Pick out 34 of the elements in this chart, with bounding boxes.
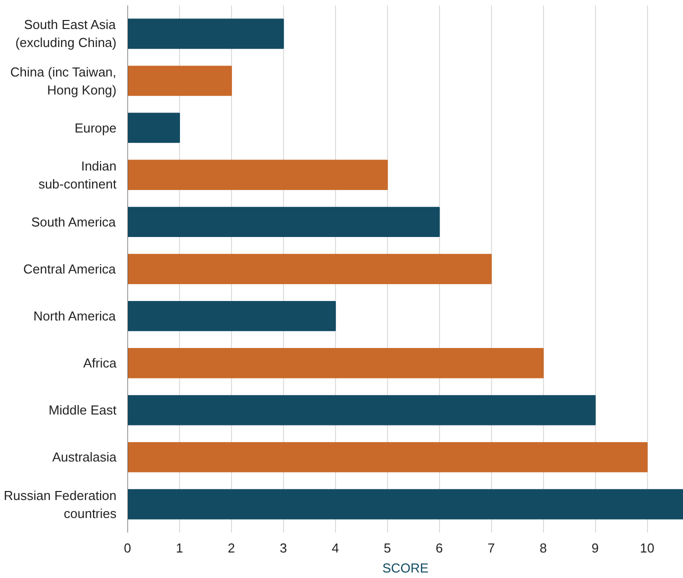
- bar: [128, 160, 388, 190]
- y-tick-label: Central America: [23, 262, 117, 276]
- bar: [128, 300, 336, 332]
- x-tick-label: 9: [592, 540, 599, 556]
- bar: [128, 442, 648, 472]
- y-tick-label: Africa: [83, 356, 118, 371]
- bar: [128, 348, 544, 378]
- x-axis-title: SCORE: [382, 560, 429, 576]
- x-tick-label: 0: [124, 540, 132, 556]
- y-tick-label: Middle East: [48, 402, 117, 418]
- y-tick-label: South East Asia (excluding China): [15, 17, 117, 50]
- y-tick-label: Europe: [74, 120, 116, 136]
- x-tick-label: 4: [332, 540, 339, 556]
- x-tick-label: 8: [540, 540, 547, 556]
- bar: [128, 112, 180, 143]
- y-tick-label: Indian sub-continent: [38, 158, 117, 192]
- y-tick-label: South America: [31, 214, 117, 230]
- bar: [128, 489, 683, 520]
- bar: [128, 206, 440, 238]
- bar: [128, 66, 232, 96]
- x-tick-label: 6: [436, 540, 443, 556]
- x-tick-label: 5: [384, 540, 391, 556]
- y-tick-label: North America: [33, 308, 117, 324]
- x-tick-label: 3: [280, 540, 288, 556]
- bar: [128, 395, 596, 426]
- bar: [128, 254, 492, 284]
- y-tick-label: China (inc Taiwan, Hong Kong): [10, 64, 117, 98]
- x-tick-label: 10: [640, 540, 654, 556]
- y-tick-label: Russian Federation countries: [4, 488, 117, 521]
- x-tick-label: 7: [488, 540, 495, 556]
- y-tick-label: Australasia: [52, 450, 118, 465]
- x-tick-label: 2: [228, 540, 236, 556]
- bar: [128, 18, 284, 49]
- x-tick-label: 1: [176, 540, 184, 556]
